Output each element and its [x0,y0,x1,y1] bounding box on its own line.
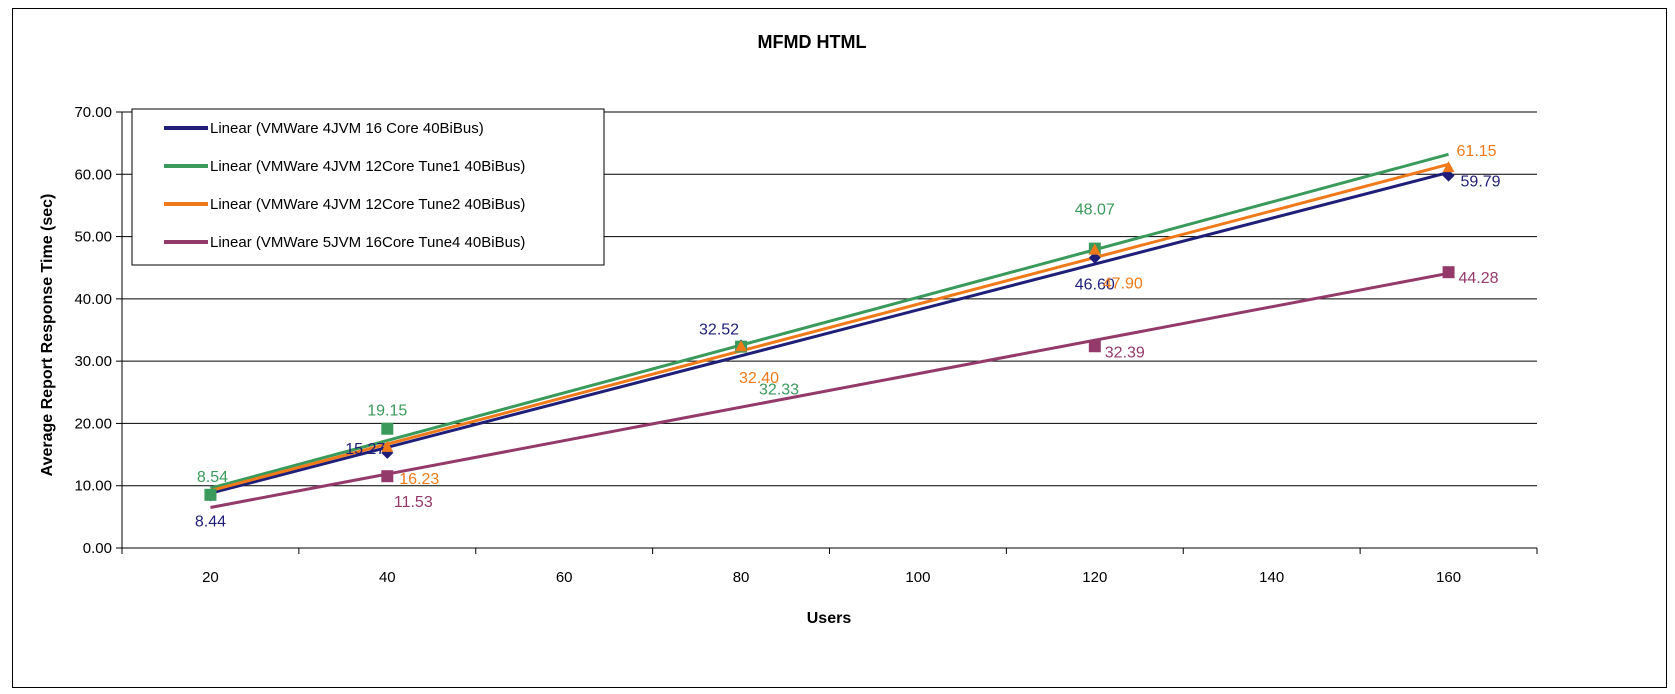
marker-triangle [1442,161,1455,173]
x-tick-label: 120 [1082,569,1107,586]
legend-entry: Linear (VMWare 4JVM 12Core Tune1 40BiBus… [210,158,525,175]
trend-line-3 [210,162,1449,493]
x-tick-label: 100 [905,569,930,586]
legend-box [131,108,605,266]
trend-line-1 [210,170,1449,495]
marker-diamond [1442,169,1455,182]
data-label: 16.23 [399,471,439,488]
marker-square [381,422,394,435]
marker-square [204,488,217,501]
x-tick-label: 80 [733,569,750,586]
y-tick-label: 20.00 [74,415,112,432]
x-tick-labels: 20 40 60 80 100 120 140 160 [202,569,1461,586]
data-label: 19.15 [367,403,407,420]
legend: Linear (VMWare 4JVM 16 Core 40BiBus) Line… [131,108,605,266]
data-label: 32.40 [739,370,779,387]
marker-square [1088,340,1101,353]
data-label: 8.54 [197,469,228,486]
data-label: 59.79 [1461,174,1501,191]
y-axis-title: Average Report Response Time (sec) [39,194,56,477]
y-tick-label: 70.00 [74,104,112,121]
legend-entry: Linear (VMWare 5JVM 16Core Tune4 40BiBus… [210,234,525,251]
y-tick-label: 30.00 [74,353,112,370]
data-label: 47.90 [1103,276,1143,293]
x-tick-label: 40 [379,569,396,586]
data-label: 61.15 [1457,143,1497,160]
y-tick-label: 60.00 [74,166,112,183]
data-label: 15.27 [345,441,385,458]
trend-lines [210,152,1449,509]
y-tick-label: 10.00 [74,478,112,495]
marker-square [381,470,394,483]
data-label: 48.07 [1075,202,1115,219]
y-tick-label: 50.00 [74,229,112,246]
trend-line-4 [210,271,1449,509]
marker-triangle [381,440,394,452]
legend-entry: Linear (VMWare 4JVM 12Core Tune2 40BiBus… [210,196,525,213]
data-labels: 8.44 15.27 32.52 46.60 59.79 8.54 19.15 32.33 48… [195,143,1501,530]
data-markers [204,161,1455,502]
data-label: 46.60 [1075,277,1115,294]
trend-line-2 [210,152,1449,490]
marker-square [1442,266,1455,279]
y-tick-label: 40.00 [74,291,112,308]
marker-triangle [1088,243,1101,255]
x-tick-label: 20 [202,569,219,586]
data-label: 32.39 [1105,344,1145,361]
x-tick-label: 60 [556,569,573,586]
x-tick-label: 160 [1436,569,1461,586]
data-label: 32.52 [699,321,739,338]
x-tick-label: 140 [1259,569,1284,586]
data-label: 32.33 [759,382,799,399]
marker-diamond [1088,251,1101,264]
y-tick-labels: 0.00 10.00 20.00 30.00 40.00 50.00 60.00 70.00 [74,104,112,557]
legend-entry: Linear (VMWare 4JVM 16 Core 40BiBus) [210,120,484,137]
marker-triangle [735,340,748,352]
data-label: 8.44 [195,513,226,530]
chart-title: MFMD HTML [758,32,867,52]
y-tick-label: 0.00 [83,540,112,557]
data-label: 44.28 [1459,270,1499,287]
x-axis-title: Users [807,610,852,627]
data-label: 11.53 [394,494,433,511]
